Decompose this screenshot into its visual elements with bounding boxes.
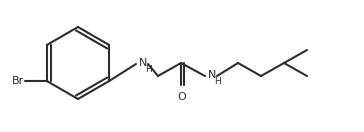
Text: H: H	[145, 65, 152, 74]
Text: Br: Br	[12, 76, 24, 86]
Text: H: H	[214, 77, 221, 86]
Text: N: N	[139, 58, 147, 68]
Text: N: N	[208, 70, 216, 80]
Text: O: O	[178, 92, 186, 102]
